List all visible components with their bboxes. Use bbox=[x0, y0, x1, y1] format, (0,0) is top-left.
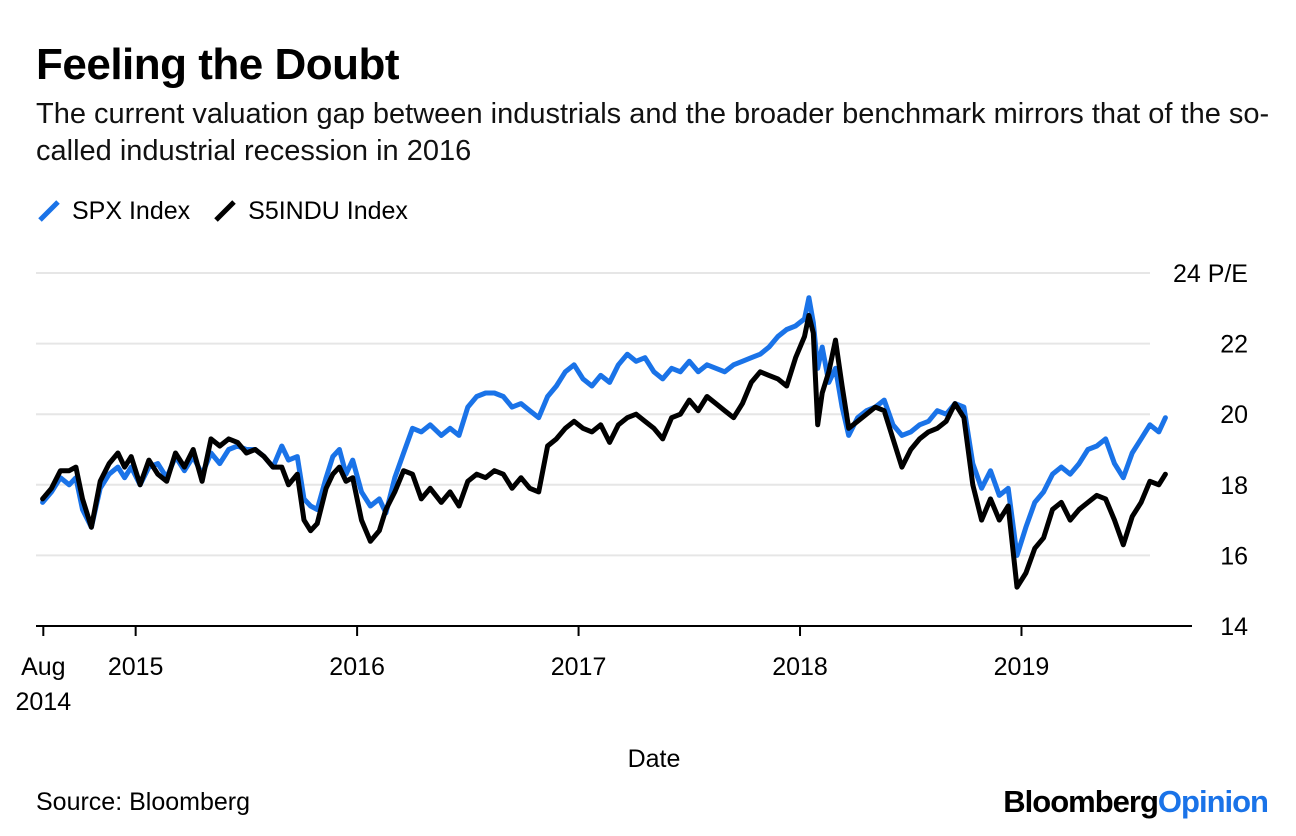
x-tick-label-2015: 2015 bbox=[108, 653, 164, 681]
bloomberg-opinion-logo: BloombergOpinion bbox=[1003, 784, 1269, 820]
logo-brand: Bloomberg bbox=[1003, 784, 1159, 819]
legend-label-spx: SPX Index bbox=[72, 196, 191, 225]
x-axis-title: Date bbox=[628, 745, 681, 773]
x-tick-label-2017: 2017 bbox=[551, 653, 607, 681]
legend: SPX Index S5INDU Index bbox=[36, 194, 430, 228]
legend-label-indu: S5INDU Index bbox=[248, 196, 408, 225]
series-line-spx-index bbox=[40, 295, 1168, 558]
y-tick-label-16: 16 bbox=[1220, 542, 1248, 570]
x-tick-label-2019: 2019 bbox=[994, 653, 1050, 681]
legend-item-spx: SPX Index bbox=[36, 197, 190, 226]
y-tick-label-18: 18 bbox=[1220, 472, 1248, 500]
y-tick-label-20: 20 bbox=[1220, 401, 1248, 429]
legend-swatch-spx-icon bbox=[38, 200, 60, 222]
y-tick-label-24: 24 P/E bbox=[1173, 260, 1248, 288]
legend-item-indu: S5INDU Index bbox=[212, 197, 408, 226]
legend-swatch-indu-icon bbox=[214, 200, 236, 222]
series-layer bbox=[40, 295, 1168, 590]
chart-subtitle: The current valuation gap between indust… bbox=[36, 98, 1270, 167]
x-tick-label-2018: 2018 bbox=[772, 653, 828, 681]
grid-layer bbox=[36, 272, 1150, 557]
x-tick-sublabel-2014: 2014 bbox=[15, 688, 71, 716]
series-line-s5indu-index bbox=[40, 312, 1168, 590]
y-tick-label-22: 22 bbox=[1220, 331, 1248, 359]
chart-title: Feeling the Doubt bbox=[36, 40, 400, 89]
x-tick-label-2016: 2016 bbox=[329, 653, 385, 681]
x-tick-label-aug: Aug bbox=[21, 653, 65, 681]
source-note: Source: Bloomberg bbox=[36, 788, 251, 816]
logo-section: Opinion bbox=[1157, 784, 1269, 819]
axis-layer: 14 16 18 20 22 24 P/E Aug 2014 2015 2016 2017 2018 2… bbox=[15, 260, 1248, 716]
y-tick-label-14: 14 bbox=[1220, 613, 1248, 641]
